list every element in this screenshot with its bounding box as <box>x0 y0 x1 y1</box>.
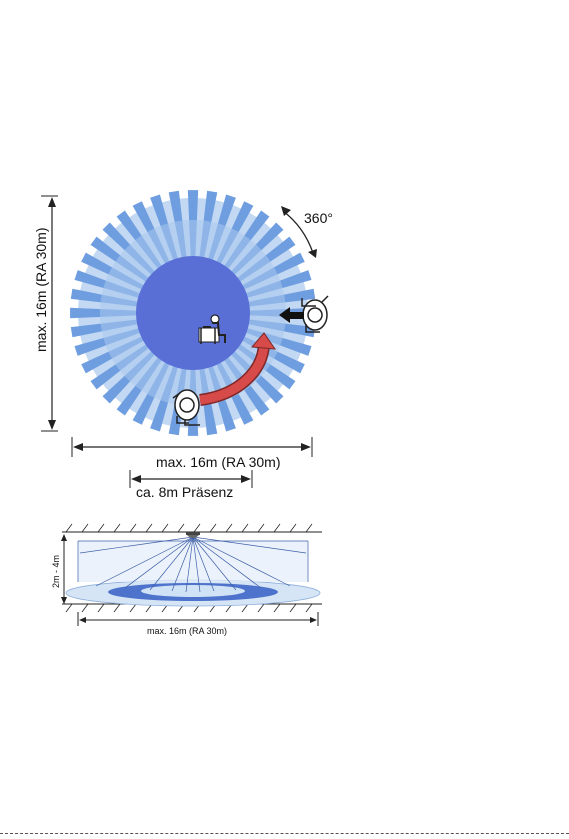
hatch-mark <box>289 523 297 533</box>
side-range-label: max. 16m (RA 30m) <box>147 626 227 636</box>
detection-cone <box>78 541 308 582</box>
hatch-mark <box>81 603 89 613</box>
side-width-dimension-line <box>77 612 319 626</box>
presence-zone-circle <box>136 256 250 370</box>
hatch-mark <box>161 523 169 533</box>
hatch-mark <box>289 603 297 613</box>
cone-ray <box>124 536 194 589</box>
hatch-mark <box>225 523 233 533</box>
sensor-icon <box>186 532 200 538</box>
horizontal-range-label: max. 16m (RA 30m) <box>156 454 280 470</box>
hatch-mark <box>145 523 153 533</box>
cone-ray <box>192 536 201 593</box>
hatch-mark <box>113 603 121 613</box>
side-detection-rays <box>77 536 309 593</box>
inner-floor-zone <box>141 585 245 597</box>
cone-ray <box>192 536 307 554</box>
hatch-mark <box>129 523 137 533</box>
rotation-label: 360° <box>304 210 333 226</box>
hatch-mark <box>241 523 249 533</box>
hatch-mark <box>305 523 313 533</box>
approach-arrow <box>279 307 304 323</box>
hatch-mark <box>113 523 121 533</box>
walking-person-icon <box>172 389 200 426</box>
hatch-mark <box>129 603 137 613</box>
hatch-mark <box>177 523 185 533</box>
hatch-mark <box>257 603 265 613</box>
hatch-mark <box>97 523 105 533</box>
cone-ray <box>95 536 194 587</box>
hatch-mark <box>65 603 73 613</box>
cone-ray <box>149 536 194 591</box>
cone-ray <box>192 536 262 589</box>
vertical-range-label: max. 16m (RA 30m) <box>33 228 49 352</box>
hatch-mark <box>81 523 89 533</box>
presence-label: ca. 8m Präsenz <box>136 484 233 500</box>
page-edge-line <box>0 833 569 835</box>
hatch-mark <box>273 603 281 613</box>
presence-dimension-line <box>129 470 253 488</box>
hatch-mark <box>65 523 73 533</box>
hatch-mark <box>273 523 281 533</box>
hatch-mark <box>241 603 249 613</box>
cone-ray <box>185 536 194 593</box>
vertical-dimension-line <box>41 195 58 432</box>
height-dimension-line <box>61 534 67 604</box>
side-view: 2m - 4m max. 16m (RA 30m) <box>51 523 322 636</box>
hatch-mark <box>193 523 201 533</box>
cone-ray <box>192 536 237 591</box>
cone-ray <box>79 536 194 554</box>
rotation-arrow-icon <box>281 206 317 258</box>
cone-ray <box>171 536 194 592</box>
cone-ray <box>192 536 215 592</box>
walking-direction-arrow <box>199 332 277 406</box>
ceiling-hatching <box>65 523 313 533</box>
hatch-mark <box>305 603 313 613</box>
hatch-mark <box>257 523 265 533</box>
person-at-desk-icon <box>198 314 226 344</box>
cone-ray <box>192 536 291 587</box>
horizontal-dimension-line <box>71 437 313 457</box>
height-label: 2m - 4m <box>51 555 61 588</box>
hatch-mark <box>209 523 217 533</box>
hatch-mark <box>97 603 105 613</box>
top-view: 360° max. 16m (RA 30m) max. 16m (RA 30m) <box>33 190 333 500</box>
